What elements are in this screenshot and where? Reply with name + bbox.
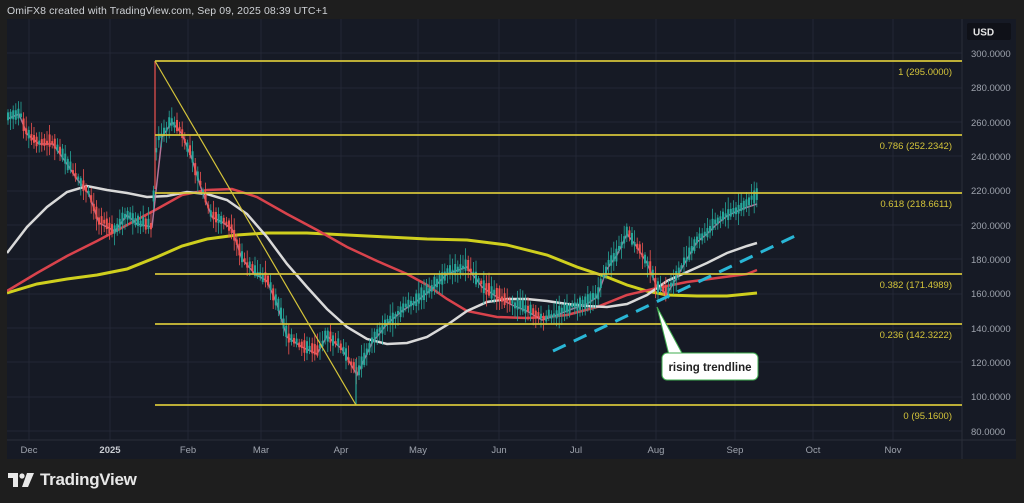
rising-trendline[interactable] bbox=[552, 233, 798, 353]
tradingview-logo-icon bbox=[8, 473, 34, 487]
svg-text:280.0000: 280.0000 bbox=[971, 83, 1011, 94]
svg-text:May: May bbox=[409, 445, 427, 456]
currency-label: USD bbox=[973, 28, 994, 39]
svg-text:180.0000: 180.0000 bbox=[971, 255, 1011, 266]
ma-red-line bbox=[7, 187, 758, 320]
svg-text:Nov: Nov bbox=[885, 445, 902, 456]
trendline-callout-box[interactable] bbox=[661, 352, 759, 381]
svg-text:Jun: Jun bbox=[491, 445, 506, 456]
fib-label-0: 0 (95.1600) bbox=[903, 411, 952, 422]
svg-text:100.0000: 100.0000 bbox=[971, 392, 1011, 403]
trendline-callout-pointer bbox=[656, 306, 684, 356]
svg-text:2025: 2025 bbox=[99, 445, 121, 456]
svg-text:Feb: Feb bbox=[180, 445, 196, 456]
svg-text:Sep: Sep bbox=[727, 445, 744, 456]
svg-text:Apr: Apr bbox=[334, 445, 349, 456]
fib-diagonal-line bbox=[154, 60, 357, 406]
svg-text:Oct: Oct bbox=[806, 445, 821, 456]
tradingview-logo[interactable]: TradingView bbox=[8, 470, 137, 490]
svg-text:80.0000: 80.0000 bbox=[971, 427, 1005, 438]
chart-frame bbox=[7, 19, 1016, 459]
price-chart[interactable]: 1 (295.0000) 0.786 (252.2342) 0.618 (218… bbox=[7, 19, 1016, 459]
svg-text:140.0000: 140.0000 bbox=[971, 324, 1011, 335]
trendline-callout-text: rising trendline bbox=[668, 362, 751, 374]
fib-label-0382: 0.382 (171.4989) bbox=[880, 280, 952, 291]
svg-text:Jul: Jul bbox=[570, 445, 582, 456]
svg-text:Mar: Mar bbox=[253, 445, 269, 456]
fib-label-0236: 0.236 (142.3222) bbox=[880, 330, 952, 341]
fib-label-0618: 0.618 (218.6611) bbox=[880, 199, 952, 210]
fib-label-1: 1 (295.0000) bbox=[898, 67, 952, 78]
currency-badge[interactable] bbox=[967, 23, 1011, 40]
chart-attribution: OmiFX8 created with TradingView.com, Sep… bbox=[7, 5, 328, 17]
svg-text:160.0000: 160.0000 bbox=[971, 289, 1011, 300]
candlestick-series bbox=[7, 61, 758, 405]
svg-text:300.0000: 300.0000 bbox=[971, 49, 1011, 60]
tradingview-brand-text: TradingView bbox=[40, 470, 137, 489]
svg-text:260.0000: 260.0000 bbox=[971, 118, 1011, 129]
price-axis[interactable]: 300.0000 280.0000 260.0000 240.0000 220.… bbox=[971, 49, 1011, 438]
ma-white-line bbox=[7, 184, 758, 346]
svg-text:220.0000: 220.0000 bbox=[971, 186, 1011, 197]
fib-label-0786: 0.786 (252.2342) bbox=[880, 141, 952, 152]
svg-text:120.0000: 120.0000 bbox=[971, 358, 1011, 369]
time-axis[interactable]: Dec 2025 Feb Mar Apr May Jun Jul Aug Sep… bbox=[21, 445, 902, 456]
svg-text:Dec: Dec bbox=[21, 445, 38, 456]
svg-text:Aug: Aug bbox=[648, 445, 665, 456]
svg-text:240.0000: 240.0000 bbox=[971, 152, 1011, 163]
svg-text:200.0000: 200.0000 bbox=[971, 221, 1011, 232]
fib-levels[interactable] bbox=[155, 60, 962, 406]
grid bbox=[7, 19, 962, 440]
